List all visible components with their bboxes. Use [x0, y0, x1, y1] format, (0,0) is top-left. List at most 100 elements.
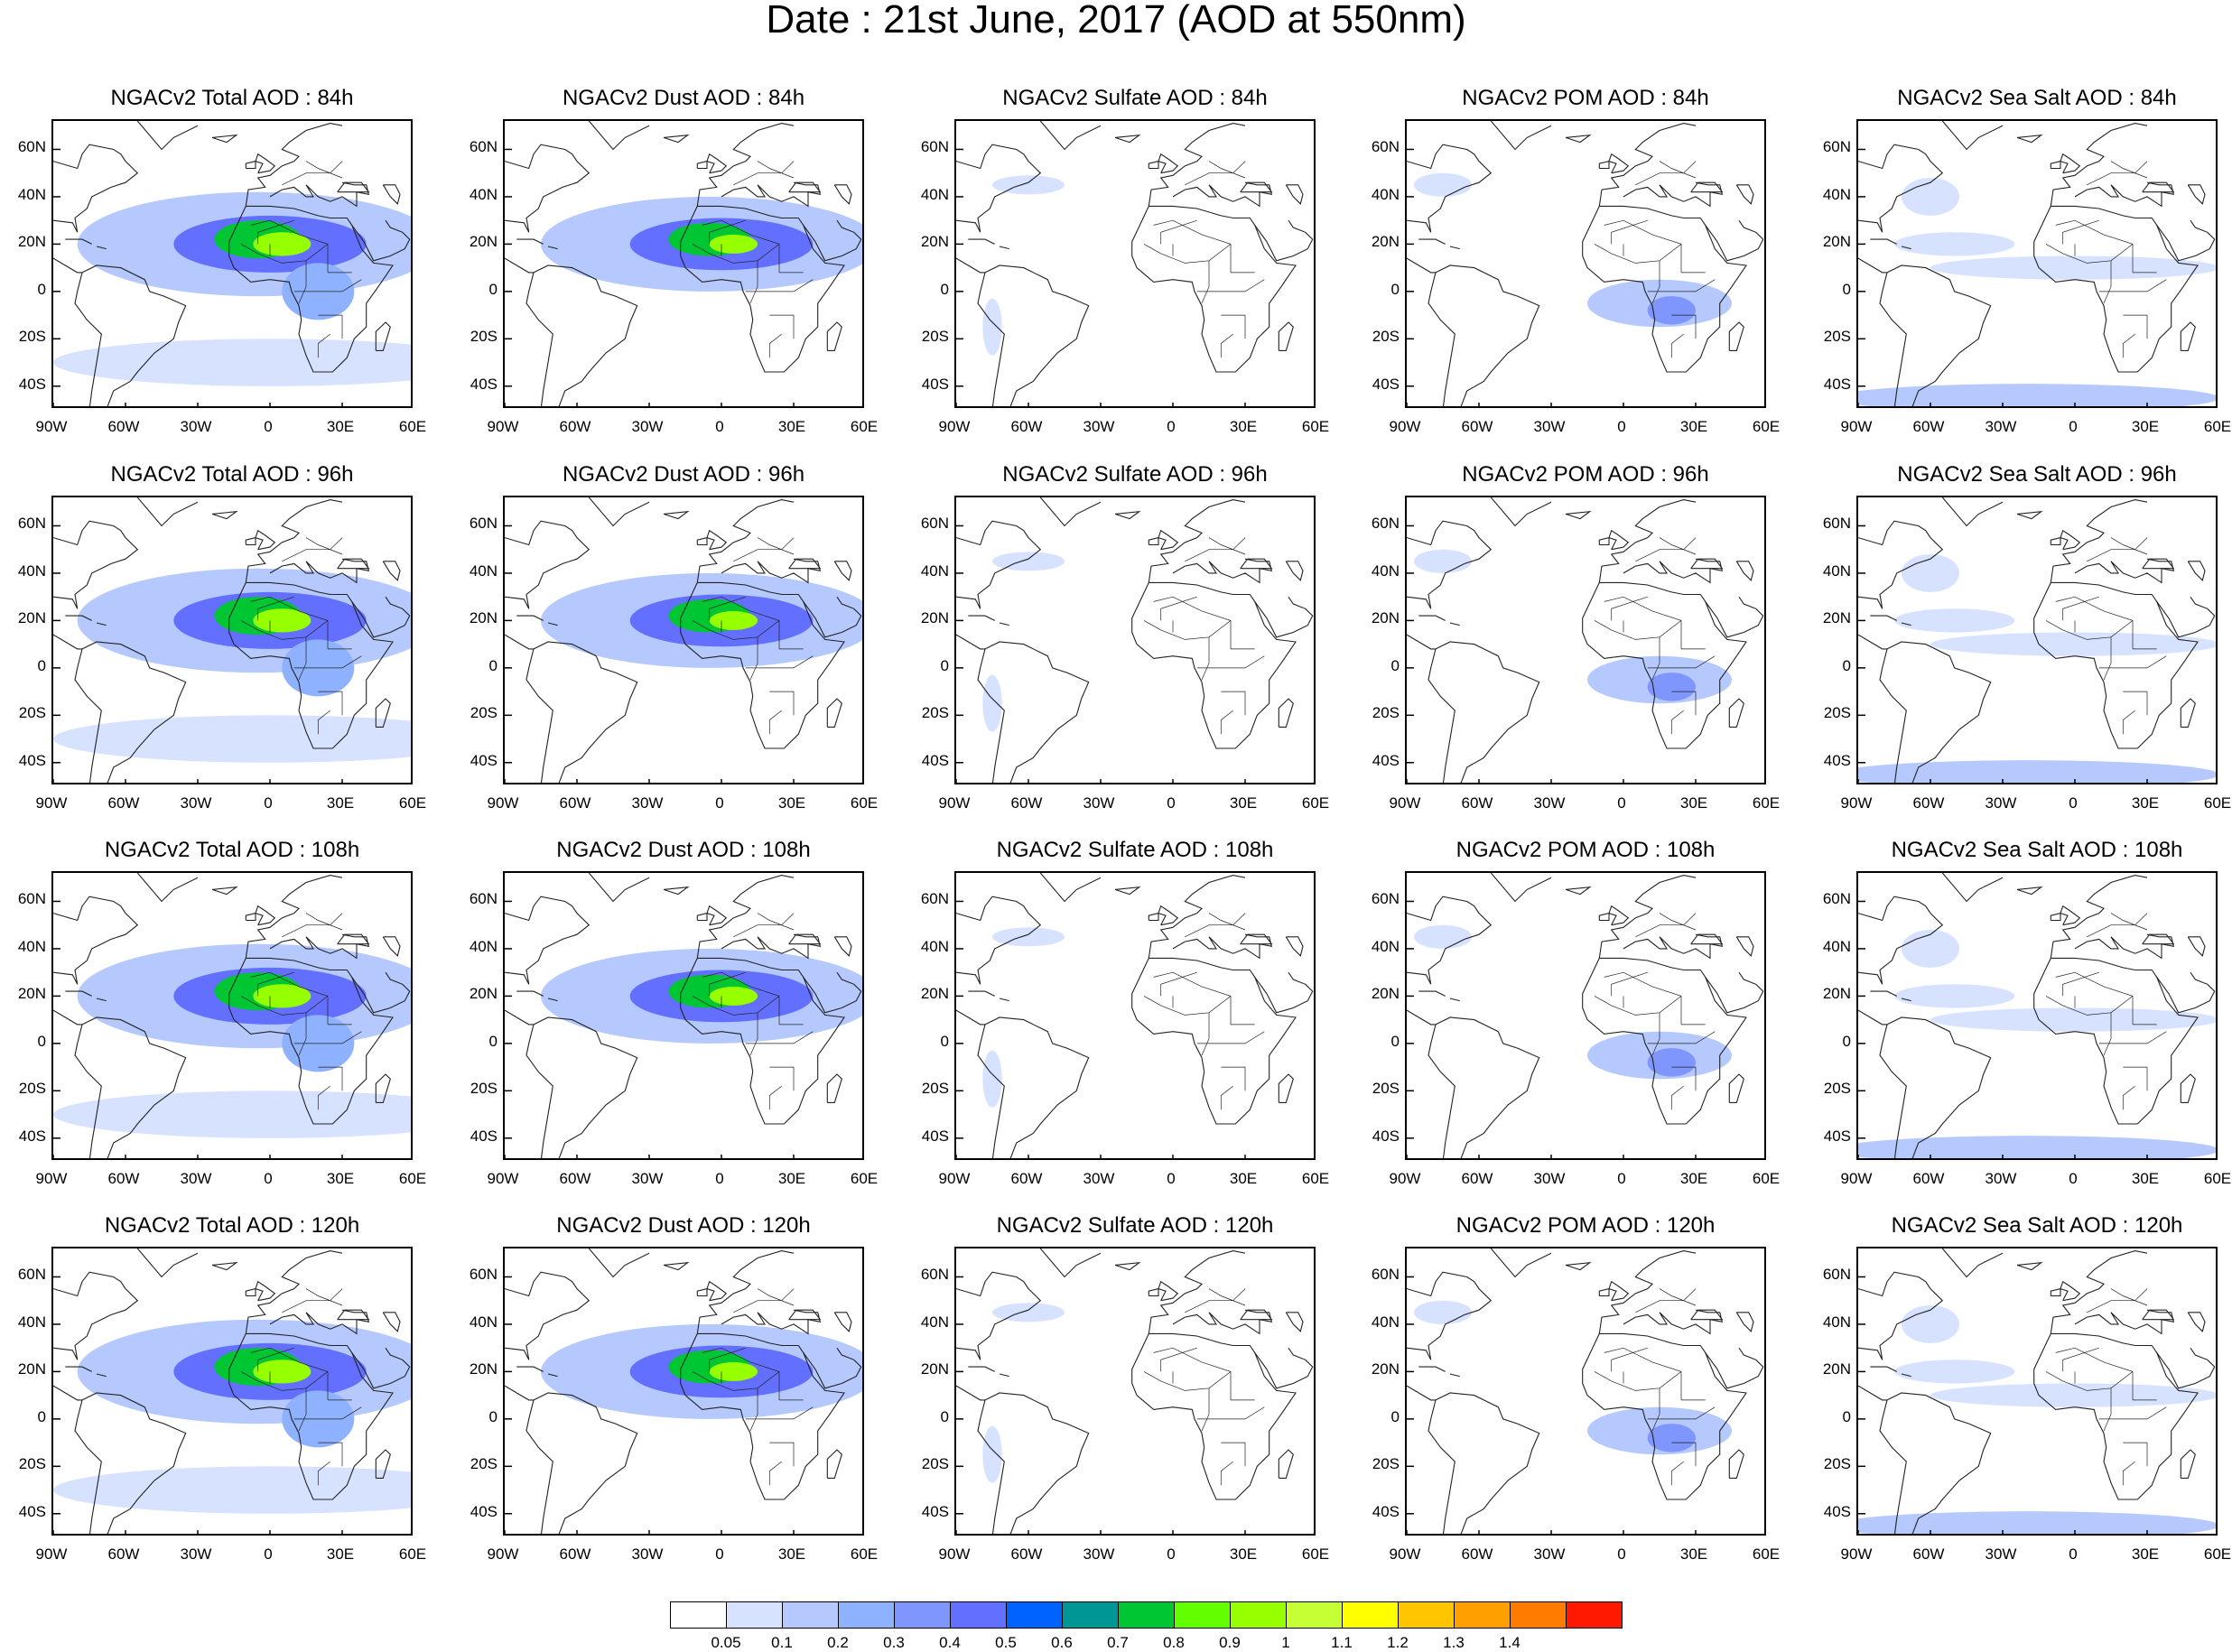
coastline — [1418, 238, 1446, 245]
map-plot — [1856, 871, 2218, 1160]
country-border — [733, 913, 795, 938]
country-border — [1604, 971, 1682, 1025]
coastline — [351, 219, 411, 262]
coastline — [706, 529, 728, 551]
lat-tick-label: 20N — [17, 985, 46, 1003]
lon-tick-label: 0 — [715, 1545, 724, 1563]
country-border — [1611, 596, 1648, 621]
aod-plume-pom-1 — [1647, 673, 1696, 701]
coastline — [1449, 1373, 1460, 1378]
coastline — [2016, 510, 2043, 520]
lon-tick-label: 60E — [398, 418, 427, 435]
lon-tick-label: 60W — [1912, 418, 1945, 435]
coastline — [245, 160, 256, 170]
aod-plume-total-4 — [53, 1091, 411, 1138]
map-plot — [1405, 1247, 1766, 1536]
coastline — [1728, 1449, 1744, 1479]
aod-plume-seasalt-0 — [1858, 1511, 2216, 1534]
country-border — [2087, 537, 2148, 562]
coastline — [1941, 121, 2004, 151]
country-border — [1647, 655, 1716, 669]
lat-tick-label: 40S — [470, 1127, 498, 1145]
lon-tick-label: 30W — [1985, 1170, 2017, 1187]
lon-tick-label: 60W — [1010, 418, 1043, 435]
coastline — [1879, 1016, 1992, 1158]
map-plot — [954, 1247, 1316, 1536]
coastline — [65, 615, 92, 621]
lon-tick-label: 60W — [559, 794, 591, 812]
coastline — [696, 160, 708, 170]
lat-tick-label: 40S — [1372, 1502, 1400, 1520]
coastline — [803, 971, 862, 1014]
lon-tick-label: 60W — [1912, 1170, 1945, 1187]
coastline — [1901, 998, 1911, 1002]
country-border — [1611, 1347, 1648, 1372]
lon-tick-label: 0 — [1167, 794, 1176, 812]
lat-tick-label: 20S — [470, 328, 498, 346]
colorbar-label: 1.3 — [1443, 1634, 1465, 1651]
map-svg — [1858, 873, 2216, 1158]
lat-tick-label: 40S — [921, 1127, 949, 1145]
lat-tick-label: 20N — [469, 609, 498, 627]
coastline — [999, 622, 1009, 626]
coastline — [826, 1449, 842, 1479]
colorbar-label: 1.2 — [1387, 1634, 1409, 1651]
coastline — [1941, 1248, 2004, 1278]
coastline — [2050, 499, 2148, 583]
coastline — [255, 1280, 276, 1302]
lat-tick-label: 0 — [488, 1407, 498, 1425]
coastline — [1407, 144, 1493, 233]
country-border — [2062, 971, 2099, 997]
coastline — [505, 144, 591, 233]
coastline — [1608, 153, 1630, 174]
lat-tick-label: 40N — [1371, 937, 1400, 955]
country-border — [2103, 1387, 2112, 1432]
lon-tick-label: 30E — [777, 1545, 806, 1563]
lat-tick-label: 20N — [469, 1360, 498, 1378]
coastline — [1240, 558, 1273, 570]
lat-tick-label: 20N — [1371, 985, 1400, 1003]
country-border — [709, 1347, 746, 1372]
coastline — [2033, 957, 2199, 1125]
aod-plume-pom-2 — [1414, 924, 1472, 949]
aod-plume-seasalt-2 — [1902, 1304, 1959, 1343]
country-border — [768, 710, 782, 735]
coastline — [525, 1016, 638, 1158]
lat-tick-label: 20S — [1823, 704, 1851, 722]
lat-tick-label: 60N — [1371, 890, 1400, 908]
lat-tick-label: 0 — [488, 656, 498, 674]
coastline — [1254, 219, 1314, 262]
lon-tick-label: 90W — [1389, 1170, 1421, 1187]
lon-tick-label: 60E — [398, 794, 427, 812]
lat-tick-label: 20S — [1823, 1455, 1851, 1473]
colorbar-label: 0.3 — [883, 1634, 905, 1651]
coastline — [1278, 698, 1294, 728]
country-border — [250, 1347, 329, 1400]
coastline — [1114, 134, 1141, 144]
colorbar-label: 0.8 — [1163, 1634, 1185, 1651]
country-border — [1651, 260, 1660, 304]
coastline — [505, 1385, 534, 1401]
country-border — [1153, 219, 1232, 273]
coastline — [1158, 1280, 1179, 1302]
colorbar-swatch — [950, 1601, 1007, 1629]
coastline — [2060, 1280, 2081, 1302]
coastline — [1148, 536, 1159, 546]
country-border — [2110, 161, 2148, 179]
lat-tick-label: 0 — [37, 656, 46, 674]
country-border — [1594, 1371, 1682, 1391]
country-border — [1651, 636, 1660, 681]
lat-tick-label: 20N — [469, 985, 498, 1003]
country-border — [1659, 913, 1697, 931]
map-plot — [51, 1247, 413, 1536]
colorbar-swatch — [1398, 1601, 1455, 1629]
country-border — [305, 913, 343, 931]
country-border — [745, 279, 814, 292]
country-border — [1635, 913, 1697, 938]
map-plot — [954, 871, 1316, 1160]
lat-tick-label: 20N — [920, 1360, 949, 1378]
coastline — [1690, 181, 1724, 193]
lon-tick-label: 30W — [631, 1545, 664, 1563]
coastline — [1254, 596, 1314, 638]
